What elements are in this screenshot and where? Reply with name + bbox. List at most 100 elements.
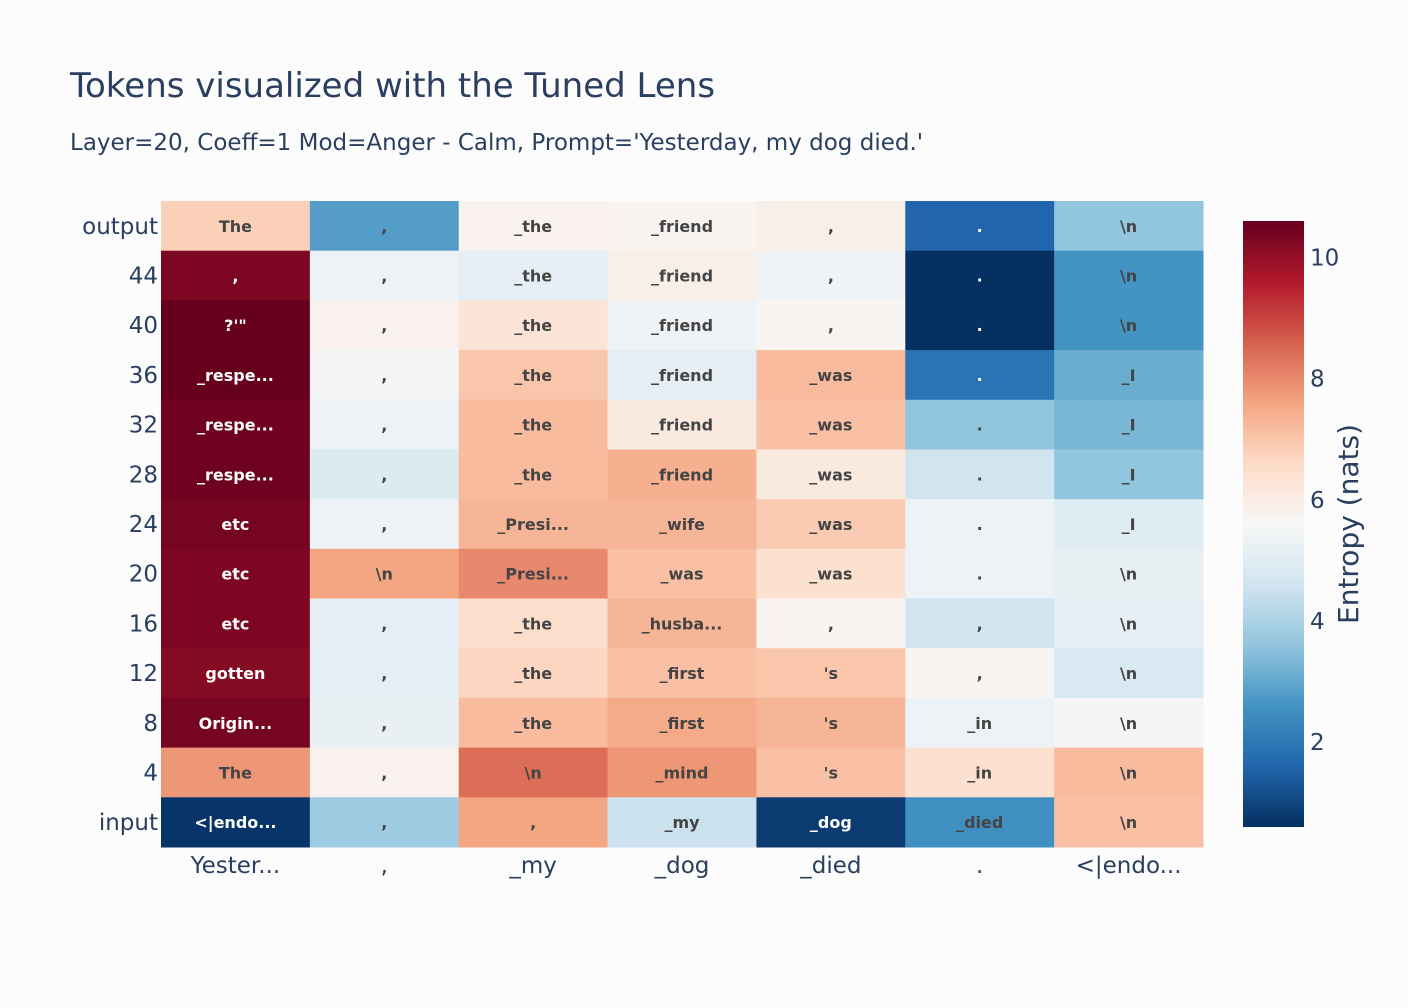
heatmap-cell	[756, 300, 906, 351]
y-tick-label: 44	[129, 264, 158, 290]
cell-token-label: ,	[828, 316, 834, 335]
cell-token-label: .	[977, 217, 983, 236]
cell-token-label: _first	[660, 714, 705, 733]
heatmap-cell	[607, 449, 757, 500]
heatmap-cell	[1054, 201, 1204, 252]
x-tick-label: Yester...	[190, 853, 281, 879]
cell-token-label: _the	[514, 465, 552, 484]
cell-token-label: ,	[381, 366, 387, 385]
y-tick-label: 40	[129, 313, 158, 339]
cell-token-label: etc	[221, 614, 249, 633]
x-tick-label: _dog	[654, 853, 710, 879]
cell-token-label: ,	[381, 515, 387, 534]
cell-token-label: _was	[809, 565, 852, 584]
cell-token-label: _respe...	[197, 416, 274, 435]
colorbar-tick-label: 2	[1310, 730, 1325, 756]
cell-token-label: ,	[828, 217, 834, 236]
cell-token-label: _friend	[651, 416, 713, 435]
chart-subtitle: Layer=20, Coeff=1 Mod=Anger - Calm, Prom…	[70, 130, 924, 156]
cell-token-label: .	[977, 366, 983, 385]
heatmap-cell	[756, 250, 906, 301]
cell-token-label: .	[977, 267, 983, 286]
heatmap-cell	[309, 250, 460, 301]
cell-token-label: \n	[1120, 316, 1137, 335]
heatmap-cell	[756, 598, 906, 649]
heatmap-cell	[756, 201, 906, 252]
heatmap-cell	[607, 350, 757, 401]
heatmap-cell	[905, 201, 1055, 252]
cell-token-label: _the	[514, 316, 552, 335]
heatmap-cell	[756, 548, 906, 600]
cell-token-label: ,	[530, 813, 536, 832]
cell-token-label: _Presi...	[497, 565, 569, 584]
heatmap-cell	[161, 697, 311, 749]
cell-token-label: \n	[1120, 565, 1137, 584]
cell-token-label: _dog	[810, 813, 852, 832]
heatmap-cell	[905, 697, 1055, 749]
heatmap-cell	[607, 300, 757, 351]
heatmap-cell	[161, 598, 311, 649]
cell-token-label: _died	[956, 813, 1003, 832]
heatmap-cell	[1054, 697, 1204, 749]
cell-token-label: _the	[514, 614, 552, 633]
heatmap-cell	[458, 648, 609, 699]
heatmap-cell	[756, 648, 906, 699]
y-tick-label: 32	[129, 413, 158, 439]
cell-token-label: 's	[824, 714, 838, 733]
heatmap-cell	[458, 697, 609, 749]
heatmap-cell	[309, 201, 460, 252]
cell-token-label: The	[219, 217, 252, 236]
x-tick-label: _my	[508, 853, 557, 879]
heatmap-cell	[607, 399, 757, 450]
heatmap-cell	[309, 399, 460, 450]
cell-token-label: \n	[1120, 217, 1137, 236]
y-tick-label: 28	[129, 462, 158, 488]
cell-token-label: ,	[381, 416, 387, 435]
cell-token-label: 's	[824, 664, 838, 683]
cell-token-label: etc	[221, 515, 249, 534]
heatmap-cell	[309, 548, 460, 600]
cell-token-label: ,	[977, 614, 983, 633]
cell-token-label: ,	[381, 813, 387, 832]
heatmap-cell	[458, 747, 609, 798]
heatmap-cell	[1054, 449, 1204, 500]
heatmap-cell	[607, 250, 757, 301]
cell-token-label: .	[977, 416, 983, 435]
heatmap-cell	[1054, 747, 1204, 798]
cell-token-label: .	[977, 565, 983, 584]
heatmap-cell	[905, 797, 1055, 848]
heatmap-cell	[607, 499, 757, 550]
cell-token-label: _first	[660, 664, 705, 683]
heatmap-cell	[905, 747, 1055, 798]
heatmap-cell	[309, 350, 460, 401]
cell-token-label: ?'"	[224, 316, 247, 335]
heatmap-cell	[309, 598, 460, 649]
cell-token-label: _mind	[656, 763, 709, 782]
heatmap-cell	[161, 350, 311, 401]
y-tick-label: 36	[129, 363, 158, 389]
heatmap-cell	[309, 648, 460, 699]
y-tick-label: input	[99, 810, 158, 836]
y-tick-label: 24	[129, 512, 158, 538]
heatmap-cell	[161, 797, 311, 848]
y-tick-label: 20	[129, 562, 158, 588]
cell-token-label: _was	[809, 515, 852, 534]
x-tick-label: .	[976, 853, 983, 879]
heatmap-cell	[458, 598, 609, 649]
cell-token-label: etc	[221, 565, 249, 584]
cell-token-label: ,	[381, 316, 387, 335]
heatmap-cell	[1054, 399, 1204, 450]
colorbar-tick-label: 8	[1310, 367, 1325, 393]
heatmap-cell	[905, 300, 1055, 351]
cell-token-label: ,	[828, 267, 834, 286]
cell-token-label: ,	[381, 664, 387, 683]
colorbar-title: Entropy (nats)	[1332, 424, 1365, 624]
heatmap-cell	[458, 399, 609, 450]
cell-token-label: _the	[514, 416, 552, 435]
cell-token-label: ,	[828, 614, 834, 633]
heatmap-cell	[161, 201, 311, 252]
cell-token-label: .	[977, 515, 983, 534]
heatmap-cell	[607, 201, 757, 252]
cell-token-label: _the	[514, 714, 552, 733]
